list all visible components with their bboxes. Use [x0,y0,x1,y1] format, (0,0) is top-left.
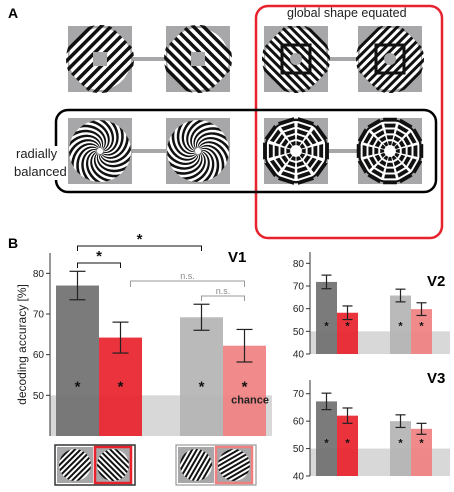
significance-star: * [419,438,424,450]
bracket-v1-dark-vs-red [77,262,121,268]
radially-label: radially [16,146,58,161]
stimulus-tile [263,117,329,185]
significance-star: * [242,378,248,395]
y-axis-title: decoding accuracy [%] [15,284,29,405]
y-tick-label: 70 [33,310,45,321]
bar [337,312,358,354]
chart-title: V1 [228,249,246,266]
stimulus-tile [356,117,424,185]
bar [390,295,411,354]
condition-thumbnail [214,445,254,485]
condition-thumbnails [54,444,257,486]
balanced-label: balanced [14,164,67,179]
y-tick-label: 70 [293,389,305,400]
condition-thumbnail [93,445,133,485]
condition-thumbnail [178,447,214,483]
bar [180,317,223,436]
bar [99,337,142,436]
bracket-v1-light-vs-pink-label: n.s. [216,286,231,296]
significance-star: * [419,320,424,332]
global-shape-label: global shape equated [287,6,407,20]
y-tick-label: 60 [293,417,305,428]
chart-title: V2 [427,273,445,290]
chart-v1: 50 60 70 80 * * * * V1 chance decoding accuracy [%… [15,231,272,436]
bracket-v1-dark-vs-red-label: * [96,248,102,265]
significance-star: * [345,438,350,450]
condition-thumbnail [57,447,93,483]
y-tick-label: 40 [293,472,305,483]
y-tick-label: 70 [293,282,305,293]
stimulus-tile [154,16,241,103]
significance-star: * [118,378,124,395]
y-tick-label: 60 [293,304,305,315]
bar [337,415,358,476]
stimulus-tile [68,118,132,184]
bar [56,285,99,436]
bar [316,281,337,354]
significance-star: * [398,438,403,450]
significance-star: * [398,320,403,332]
bar [390,421,411,476]
panel-a-stimuli [8,4,444,240]
bracket-v1-dark-vs-light-label: * [137,231,143,248]
significance-star: * [345,320,350,332]
stimulus-tile [56,15,143,102]
y-tick-label: 60 [33,350,45,361]
y-tick-label: 50 [293,444,305,455]
significance-star: * [75,378,81,395]
bracket-v1-dark-vs-light [77,245,202,251]
chance-label: chance [231,394,269,406]
chart-v2: 40 50 60 70 80 * * * * V2 [293,252,450,361]
stimulus-tile [346,15,435,104]
bar [411,309,432,354]
bracket-v1-red-vs-pink [130,280,245,287]
thumb-group-outline [175,444,257,486]
stimulus-tile [166,118,230,184]
chart-v3: 40 50 60 70 * * * * V3 [293,370,450,483]
thumb-group-outline [54,444,136,486]
bracket-v1-red-vs-pink-label: n.s. [180,271,195,281]
global-shape-outline [254,4,444,240]
stimulus-tile [252,14,341,103]
y-tick-label: 50 [33,391,45,402]
significance-star: * [324,320,329,332]
y-tick-label: 50 [293,327,305,338]
bar [316,401,337,476]
panel-b-label: B [8,235,18,251]
y-tick-label: 80 [33,269,45,280]
bracket-v1-light-vs-pink [201,295,245,301]
significance-star: * [324,438,329,450]
bar [411,428,432,476]
significance-star: * [199,378,205,395]
y-tick-label: 80 [293,259,305,270]
panel-a-label: A [8,5,18,21]
chart-title: V3 [427,370,445,387]
y-tick-label: 40 [293,350,305,361]
